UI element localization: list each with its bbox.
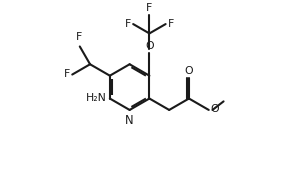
Text: N: N	[125, 114, 134, 127]
Text: O: O	[211, 104, 219, 114]
Text: O: O	[185, 66, 193, 76]
Text: F: F	[76, 32, 82, 42]
Text: H₂N: H₂N	[86, 93, 107, 103]
Text: O: O	[146, 41, 154, 51]
Text: F: F	[64, 69, 70, 79]
Text: F: F	[125, 19, 131, 29]
Text: F: F	[168, 19, 174, 29]
Text: F: F	[146, 3, 153, 13]
